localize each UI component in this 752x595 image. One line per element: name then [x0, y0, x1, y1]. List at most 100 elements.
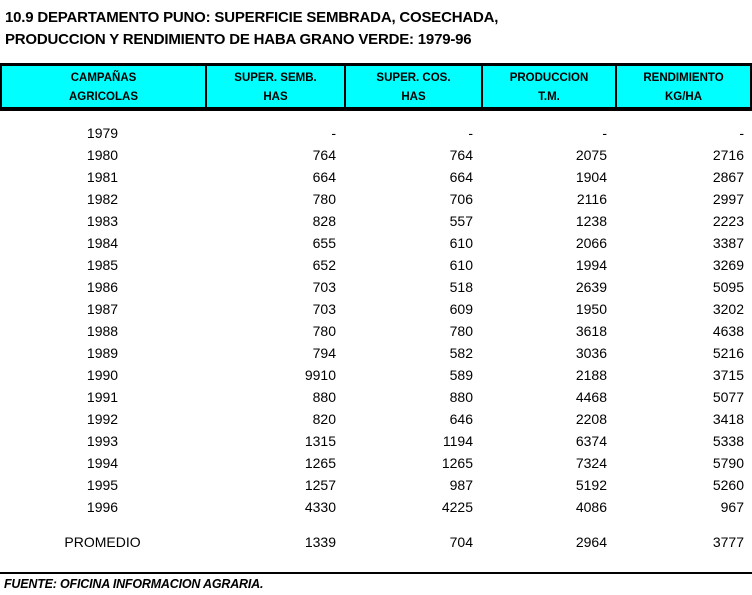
- table-row: 1990 9910 589 2188 3715: [0, 364, 752, 386]
- value-cell: 4638: [712, 323, 744, 339]
- value-cell: 589: [449, 367, 473, 383]
- value-cell: 5216: [712, 345, 744, 361]
- value-cell: 764: [312, 147, 336, 163]
- value-cell: 703: [312, 279, 336, 295]
- value-cell: 7324: [575, 455, 607, 471]
- value-cell: 5260: [712, 477, 744, 493]
- row-label-cell: 1979: [86, 125, 119, 141]
- row-label-cell: 1994: [86, 455, 119, 471]
- row-label-cell: 1992: [86, 411, 119, 427]
- value-cell: -: [468, 125, 473, 141]
- page-title: 10.9 DEPARTAMENTO PUNO: SUPERFICIE SEMBR…: [0, 0, 752, 51]
- column-header-line2: T.M.: [538, 91, 560, 103]
- value-cell: 704: [449, 534, 473, 550]
- value-cell: 9910: [304, 367, 336, 383]
- table-row: 1988 780 780 3618 4638: [0, 320, 752, 342]
- value-cell: 780: [312, 323, 336, 339]
- value-cell: 664: [449, 169, 473, 185]
- value-cell: 582: [449, 345, 473, 361]
- table-row: 1981 664 664 1904 2867: [0, 166, 752, 188]
- footer-divider: [0, 572, 752, 574]
- value-cell: 780: [449, 323, 473, 339]
- column-header-rendimiento: RENDIMIENTO KG/HA: [617, 66, 750, 107]
- value-cell: 2075: [575, 147, 607, 163]
- value-cell: 3387: [712, 235, 744, 251]
- value-cell: 2116: [576, 191, 607, 207]
- value-cell: 706: [449, 191, 473, 207]
- row-label-cell: 1986: [86, 279, 119, 295]
- row-label-cell: 1985: [86, 257, 119, 273]
- value-cell: 3036: [575, 345, 607, 361]
- value-cell: 5095: [712, 279, 744, 295]
- row-label-cell: 1989: [86, 345, 119, 361]
- column-header-line2: HAS: [263, 91, 288, 103]
- value-cell: 2997: [712, 191, 744, 207]
- value-cell: 2208: [575, 411, 607, 427]
- table-row: 1982 780 706 2116 2997: [0, 188, 752, 210]
- value-cell: 3269: [712, 257, 744, 273]
- value-cell: 3418: [712, 411, 744, 427]
- value-cell: 2639: [575, 279, 607, 295]
- table-row: 1993 1315 1194 6374 5338: [0, 430, 752, 452]
- column-header-super-cos: SUPER. COS. HAS: [346, 66, 483, 107]
- row-label-cell: 1981: [86, 169, 119, 185]
- column-header-line1: PRODUCCION: [509, 72, 589, 84]
- row-label-cell: PROMEDIO: [64, 534, 141, 550]
- value-cell: 2867: [712, 169, 744, 185]
- value-cell: 1339: [304, 534, 336, 550]
- row-label-cell: 1990: [86, 367, 119, 383]
- table-row: 1985 652 610 1994 3269: [0, 254, 752, 276]
- column-header-line2: AGRICOLAS: [69, 91, 138, 103]
- value-cell: 828: [312, 213, 336, 229]
- value-cell: 794: [312, 345, 336, 361]
- column-header-campanas: CAMPAÑAS AGRICOLAS: [2, 66, 207, 107]
- value-cell: 1994: [575, 257, 607, 273]
- value-cell: 880: [449, 389, 473, 405]
- row-label-cell: 1980: [86, 147, 119, 163]
- value-cell: 2964: [575, 534, 607, 550]
- column-header-line1: RENDIMIENTO: [643, 72, 724, 84]
- row-label-cell: 1983: [86, 213, 119, 229]
- value-cell: 1950: [575, 301, 607, 317]
- value-cell: 3202: [712, 301, 744, 317]
- value-cell: 703: [312, 301, 336, 317]
- value-cell: 764: [449, 147, 473, 163]
- title-line-2: PRODUCCION Y RENDIMIENTO DE HABA GRANO V…: [5, 31, 472, 48]
- value-cell: 5192: [575, 477, 607, 493]
- table-row: 1992 820 646 2208 3418: [0, 408, 752, 430]
- value-cell: 1904: [575, 169, 607, 185]
- column-header-super-semb: SUPER. SEMB. HAS: [207, 66, 346, 107]
- value-cell: 880: [312, 389, 336, 405]
- row-label-cell: 1995: [86, 477, 119, 493]
- column-header-line1: SUPER. COS.: [376, 72, 451, 84]
- title-line-1: 10.9 DEPARTAMENTO PUNO: SUPERFICIE SEMBR…: [5, 9, 499, 26]
- table-row: 1995 1257 987 5192 5260: [0, 474, 752, 496]
- value-cell: 610: [449, 257, 473, 273]
- table-row: 1984 655 610 2066 3387: [0, 232, 752, 254]
- column-header-line2: HAS: [401, 91, 426, 103]
- value-cell: 1265: [304, 455, 336, 471]
- value-cell: 5077: [712, 389, 744, 405]
- value-cell: 1315: [304, 433, 336, 449]
- value-cell: 5338: [712, 433, 744, 449]
- row-label-cell: 1993: [86, 433, 119, 449]
- value-cell: 4086: [575, 499, 607, 515]
- value-cell: 610: [449, 235, 473, 251]
- table-row: 1996 4330 4225 4086 967: [0, 496, 752, 518]
- value-cell: 652: [312, 257, 336, 273]
- row-label-cell: 1987: [86, 301, 119, 317]
- summary-row: PROMEDIO 1339 704 2964 3777: [0, 531, 752, 553]
- value-cell: 557: [449, 213, 473, 229]
- value-cell: 1265: [441, 455, 473, 471]
- table-row: 1986 703 518 2639 5095: [0, 276, 752, 298]
- value-cell: 987: [449, 477, 473, 493]
- value-cell: 1194: [442, 433, 473, 449]
- value-cell: 655: [312, 235, 336, 251]
- column-header-line1: SUPER. SEMB.: [234, 72, 317, 84]
- value-cell: 6374: [575, 433, 607, 449]
- value-cell: 780: [312, 191, 336, 207]
- value-cell: 1257: [304, 477, 336, 493]
- table-row: 1979 - - - -: [0, 122, 752, 144]
- table-header: CAMPAÑAS AGRICOLAS SUPER. SEMB. HAS SUPE…: [0, 63, 752, 111]
- table-row: 1989 794 582 3036 5216: [0, 342, 752, 364]
